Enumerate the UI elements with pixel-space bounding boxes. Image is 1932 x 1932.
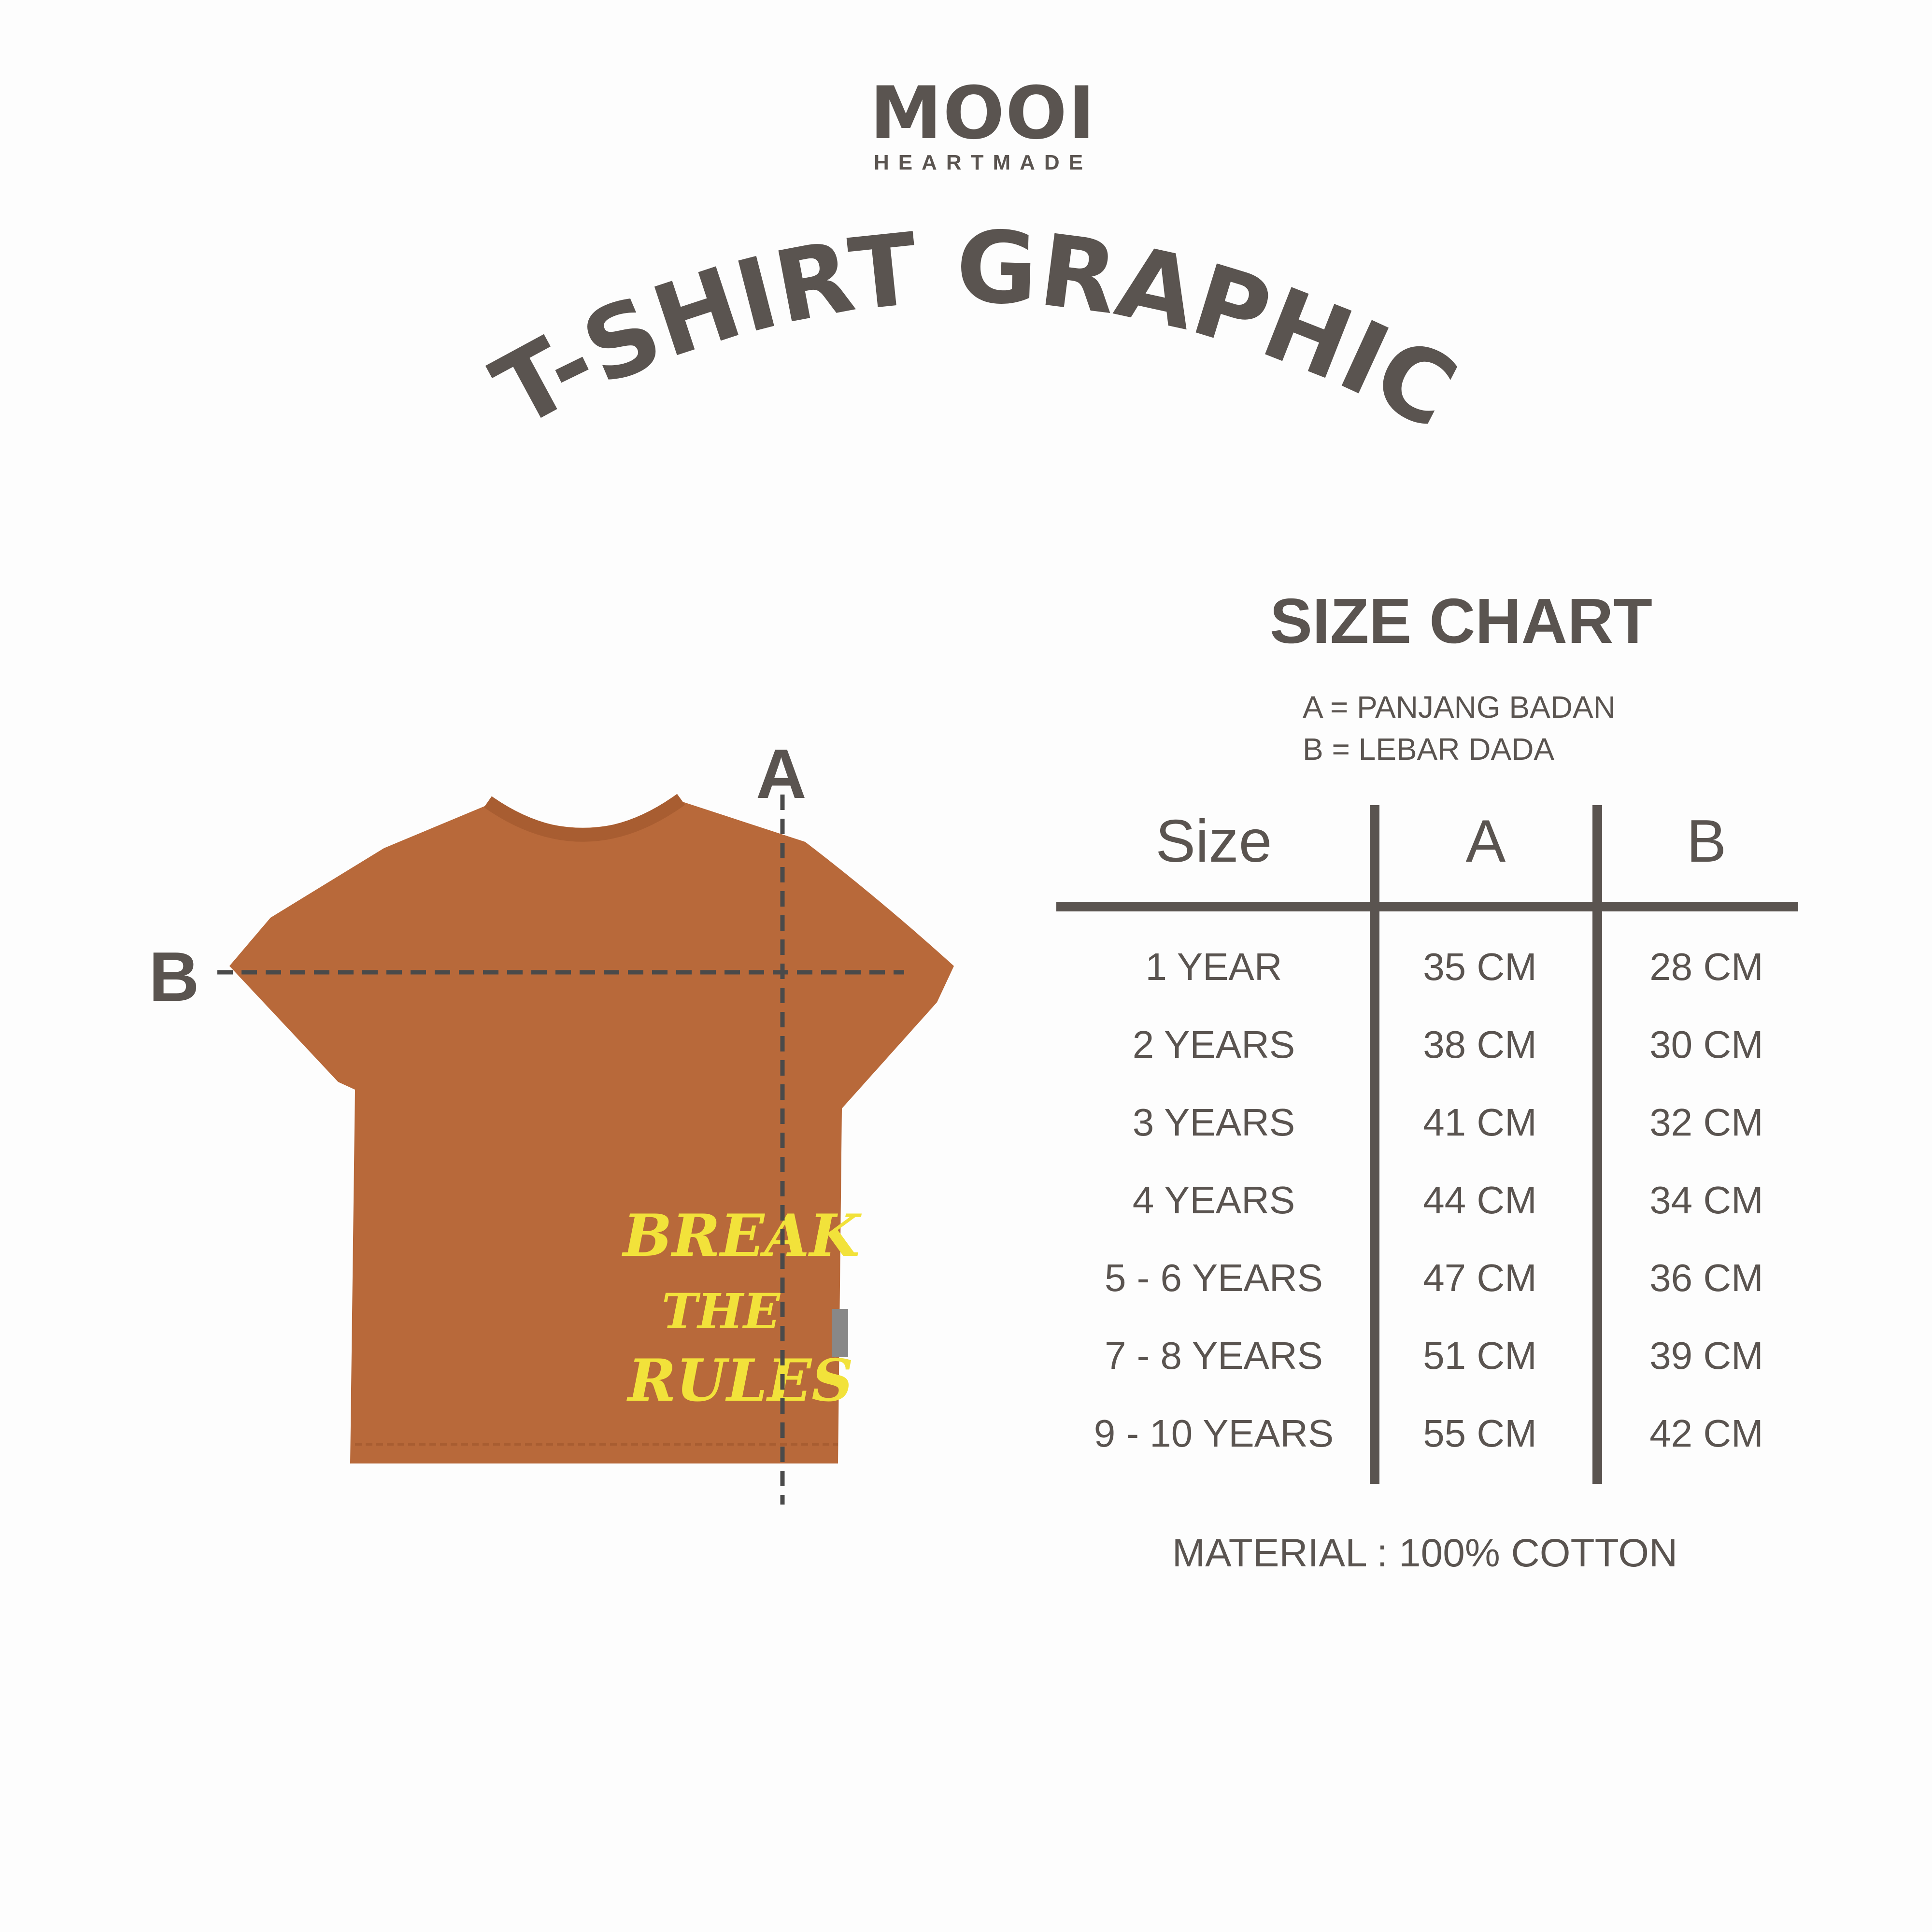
product-title-arc: T-SHIRT GRAPHIC (476, 210, 1474, 451)
cell-a: 47 CM (1423, 1256, 1537, 1299)
cell-a: 41 CM (1423, 1101, 1537, 1144)
material-note: MATERIAL : 100% COTTON (1172, 1531, 1678, 1575)
legend-a: A = PANJANG BADAN (1303, 690, 1616, 724)
collar (483, 794, 685, 842)
header-divider (1056, 902, 1798, 911)
tshirt-shape (229, 799, 954, 1463)
cell-b: 39 CM (1649, 1334, 1763, 1377)
svg-text:T-SHIRT GRAPHIC: T-SHIRT GRAPHIC (476, 210, 1474, 451)
cell-a: 35 CM (1423, 945, 1537, 988)
cell-b: 34 CM (1649, 1179, 1763, 1222)
cell-a: 38 CM (1423, 1023, 1537, 1066)
cell-b: 28 CM (1649, 945, 1763, 988)
cell-b: 30 CM (1649, 1023, 1763, 1066)
legend-b: B = LEBAR DADA (1303, 732, 1555, 767)
cell-size: 1 YEAR (1145, 945, 1282, 988)
column-divider-2 (1592, 805, 1602, 1484)
graphic-print: BREAK THE RULES (622, 1202, 862, 1415)
cell-size: 7 - 8 YEARS (1104, 1334, 1323, 1377)
cell-b: 42 CM (1649, 1412, 1763, 1455)
cell-size: 4 YEARS (1132, 1179, 1295, 1222)
cell-b: 32 CM (1649, 1101, 1763, 1144)
cell-size: 3 YEARS (1132, 1101, 1295, 1144)
cell-a: 51 CM (1423, 1334, 1537, 1377)
cell-size: 2 YEARS (1132, 1023, 1295, 1066)
column-divider-1 (1370, 805, 1379, 1484)
graphic-text-line: RULES (626, 1347, 853, 1415)
cell-b: 36 CM (1649, 1256, 1763, 1299)
header-a: A (1465, 808, 1506, 875)
brand-tag (832, 1309, 848, 1357)
cell-size: 5 - 6 YEARS (1104, 1256, 1323, 1299)
measure-label-b: B (149, 938, 199, 1016)
header-size: Size (1155, 808, 1272, 875)
tshirt-diagram: BREAK THE RULES (217, 794, 954, 1505)
measure-label-a: A (756, 735, 807, 813)
cell-size: 9 - 10 YEARS (1094, 1412, 1334, 1455)
graphic-text-line: THE (662, 1283, 781, 1340)
product-title: T-SHIRT GRAPHIC (476, 210, 1474, 451)
graphic-text-line: BREAK (622, 1202, 862, 1270)
cell-a: 55 CM (1423, 1412, 1537, 1455)
brand-logo: MOOI (869, 71, 1096, 156)
header-b: B (1686, 808, 1727, 875)
size-chart-title: SIZE CHART (1270, 585, 1652, 656)
cell-a: 44 CM (1423, 1179, 1537, 1222)
brand-tagline: HEARTMADE (873, 151, 1093, 174)
